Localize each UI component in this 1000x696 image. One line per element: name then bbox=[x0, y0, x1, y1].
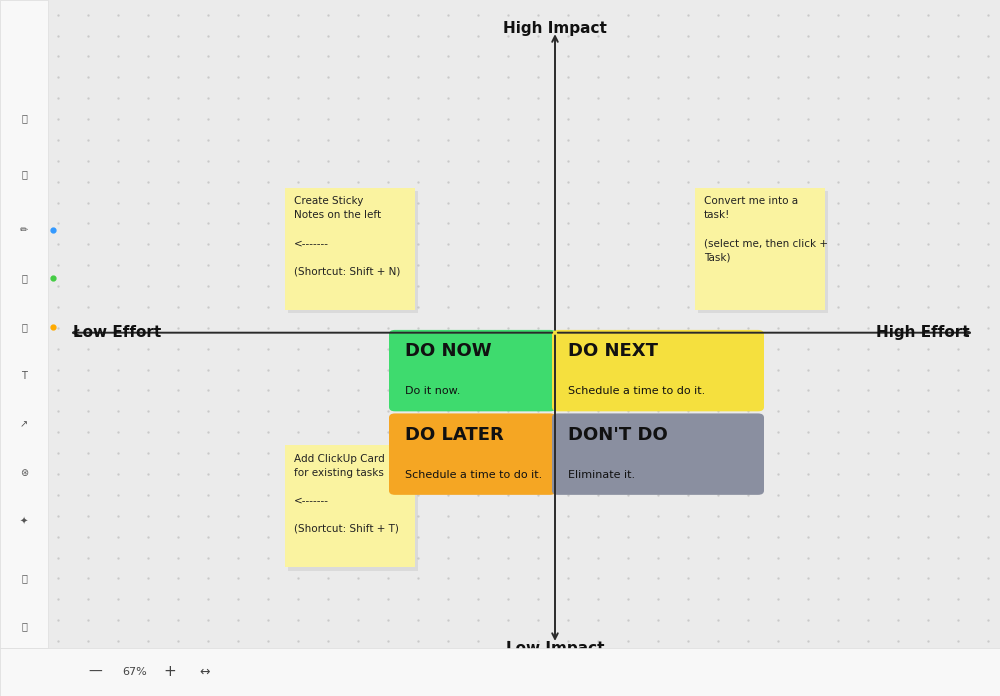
FancyBboxPatch shape bbox=[0, 648, 1000, 696]
Text: ↗: ↗ bbox=[20, 420, 28, 429]
Text: DO NEXT: DO NEXT bbox=[568, 342, 658, 361]
FancyBboxPatch shape bbox=[285, 188, 415, 310]
FancyBboxPatch shape bbox=[389, 330, 556, 411]
Text: High Impact: High Impact bbox=[503, 21, 607, 36]
Text: Low Impact: Low Impact bbox=[506, 640, 604, 656]
FancyBboxPatch shape bbox=[0, 0, 48, 648]
Text: Low Effort: Low Effort bbox=[73, 325, 161, 340]
Text: 🖼: 🖼 bbox=[21, 622, 27, 631]
Text: +: + bbox=[164, 665, 176, 679]
Text: Create Sticky
Notes on the left

<-------

(Shortcut: Shift + N): Create Sticky Notes on the left <-------… bbox=[294, 196, 400, 276]
FancyBboxPatch shape bbox=[552, 413, 764, 495]
Text: DO NOW: DO NOW bbox=[405, 342, 492, 361]
Text: DON'T DO: DON'T DO bbox=[568, 426, 668, 444]
FancyBboxPatch shape bbox=[552, 330, 764, 411]
Text: ✏: ✏ bbox=[20, 225, 28, 235]
Text: ⊛: ⊛ bbox=[20, 468, 28, 478]
FancyBboxPatch shape bbox=[695, 188, 825, 310]
Text: 🌐: 🌐 bbox=[21, 573, 27, 583]
Text: Eliminate it.: Eliminate it. bbox=[568, 470, 635, 480]
Text: Do it now.: Do it now. bbox=[405, 386, 460, 396]
FancyBboxPatch shape bbox=[288, 449, 418, 571]
Text: —: — bbox=[88, 665, 102, 679]
FancyBboxPatch shape bbox=[285, 445, 415, 567]
Text: Schedule a time to do it.: Schedule a time to do it. bbox=[568, 386, 705, 396]
Text: Schedule a time to do it.: Schedule a time to do it. bbox=[405, 470, 542, 480]
Text: ✦: ✦ bbox=[20, 517, 28, 527]
Text: DO LATER: DO LATER bbox=[405, 426, 504, 444]
Text: Add ClickUp Card
for existing tasks

<-------

(Shortcut: Shift + T): Add ClickUp Card for existing tasks <---… bbox=[294, 454, 399, 534]
Text: ⬜: ⬜ bbox=[21, 274, 27, 283]
FancyBboxPatch shape bbox=[288, 191, 418, 313]
Text: Convert me into a
task!

(select me, then click +
Task): Convert me into a task! (select me, then… bbox=[704, 196, 828, 262]
Text: 🎨: 🎨 bbox=[21, 169, 27, 179]
Text: T: T bbox=[21, 371, 27, 381]
Text: ✋: ✋ bbox=[21, 113, 27, 123]
Text: High Effort: High Effort bbox=[876, 325, 970, 340]
Text: 67%: 67% bbox=[123, 667, 147, 677]
Text: ↔: ↔ bbox=[200, 665, 210, 679]
FancyBboxPatch shape bbox=[698, 191, 828, 313]
Text: 🗒: 🗒 bbox=[21, 322, 27, 332]
FancyBboxPatch shape bbox=[389, 413, 556, 495]
